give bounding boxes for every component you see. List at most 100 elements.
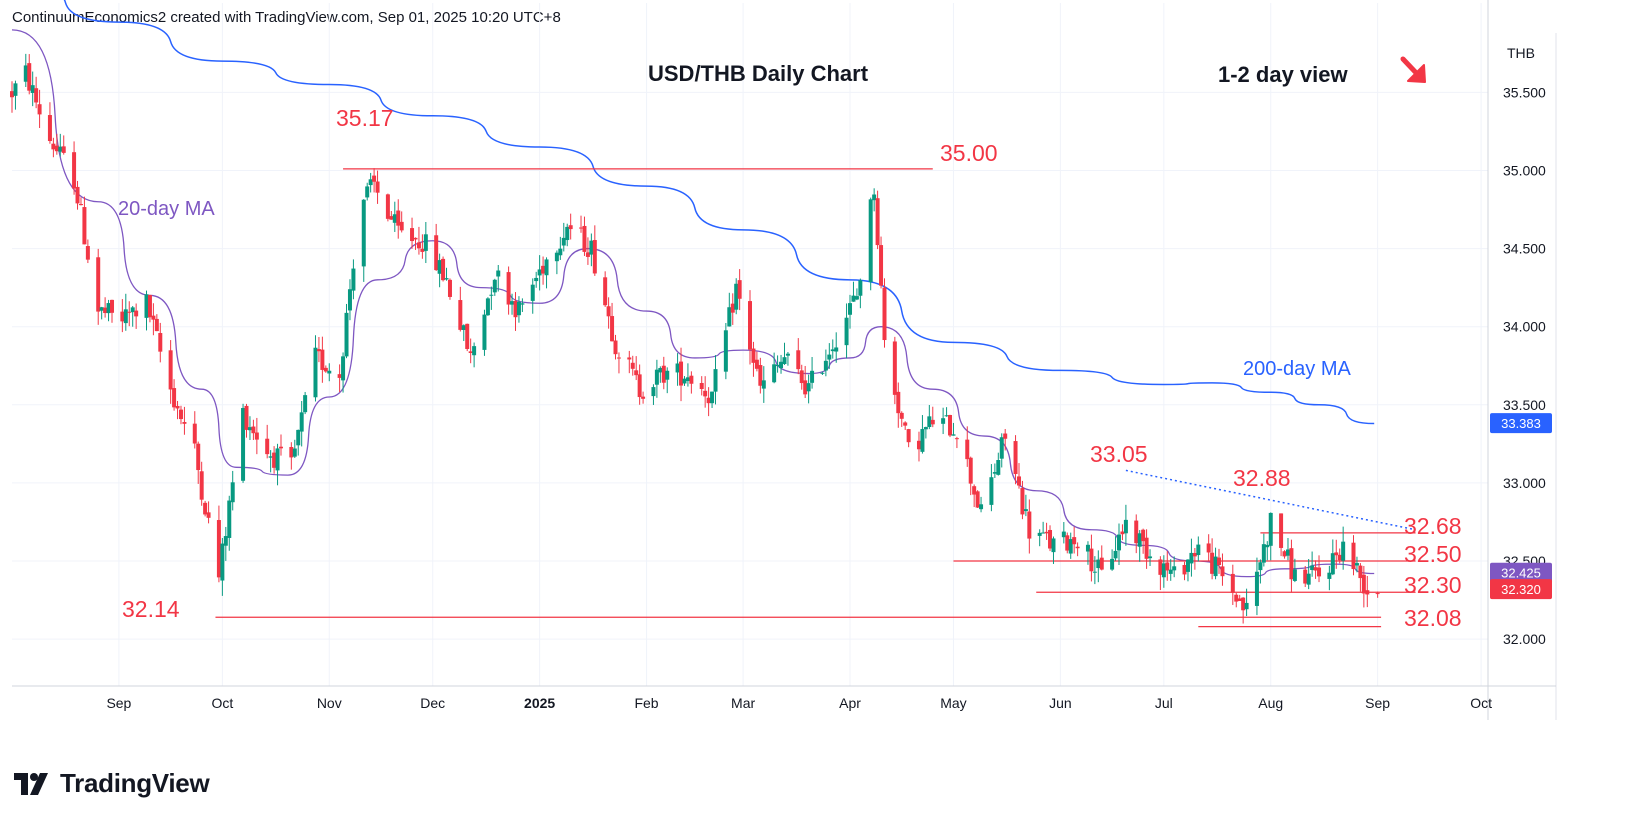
candle[interactable] — [1244, 588, 1249, 617]
candle[interactable] — [723, 322, 728, 380]
candle[interactable] — [106, 299, 111, 322]
candle[interactable] — [844, 303, 849, 359]
candle[interactable] — [368, 172, 373, 193]
candle[interactable] — [154, 314, 159, 332]
candle[interactable] — [834, 332, 839, 363]
candle[interactable] — [1217, 548, 1222, 574]
candle[interactable] — [292, 439, 297, 458]
candle[interactable] — [1261, 533, 1266, 567]
candle[interactable] — [344, 303, 349, 359]
candle[interactable] — [1375, 591, 1380, 598]
candle[interactable] — [823, 349, 828, 377]
candle[interactable] — [975, 490, 980, 508]
candle[interactable] — [1013, 435, 1018, 485]
candle[interactable] — [289, 442, 294, 470]
candle[interactable] — [220, 538, 225, 596]
candle[interactable] — [1161, 555, 1166, 588]
candle[interactable] — [351, 259, 356, 300]
candle[interactable] — [51, 137, 56, 158]
candle[interactable] — [1165, 551, 1170, 581]
candle[interactable] — [472, 342, 477, 368]
candle[interactable] — [254, 417, 259, 455]
candle[interactable] — [1327, 565, 1332, 591]
candle[interactable] — [175, 400, 180, 420]
candle[interactable] — [1016, 463, 1021, 489]
candle[interactable] — [585, 237, 590, 265]
candle[interactable] — [872, 188, 877, 212]
candle[interactable] — [558, 236, 563, 260]
candle[interactable] — [272, 446, 277, 474]
candle[interactable] — [99, 306, 104, 320]
candle[interactable] — [1141, 528, 1146, 554]
candle[interactable] — [965, 426, 970, 467]
candle[interactable] — [206, 501, 211, 524]
candle[interactable] — [1234, 593, 1239, 608]
candle[interactable] — [1065, 532, 1070, 554]
candle[interactable] — [879, 236, 884, 289]
candle[interactable] — [1337, 548, 1342, 564]
candle[interactable] — [178, 405, 183, 425]
candle[interactable] — [1048, 525, 1053, 552]
candle[interactable] — [996, 452, 1001, 476]
candle[interactable] — [1099, 545, 1104, 571]
candle[interactable] — [651, 384, 656, 405]
candle[interactable] — [1085, 541, 1090, 565]
candle[interactable] — [127, 301, 132, 327]
candle[interactable] — [641, 391, 646, 404]
candle[interactable] — [606, 297, 611, 329]
candle[interactable] — [579, 215, 584, 233]
candle[interactable] — [265, 424, 270, 459]
candle[interactable] — [337, 364, 342, 393]
candle[interactable] — [1096, 550, 1101, 583]
candle[interactable] — [1258, 559, 1263, 584]
candle[interactable] — [675, 353, 680, 386]
candle[interactable] — [441, 256, 446, 282]
candle[interactable] — [410, 217, 415, 249]
candle[interactable] — [1051, 536, 1056, 564]
candle[interactable] — [251, 419, 256, 440]
candle[interactable] — [47, 102, 52, 144]
candle[interactable] — [903, 421, 908, 430]
candle[interactable] — [613, 334, 618, 360]
candle[interactable] — [858, 278, 863, 309]
candle[interactable] — [689, 371, 694, 394]
candle[interactable] — [323, 365, 328, 373]
candle[interactable] — [72, 141, 77, 195]
candle[interactable] — [1185, 559, 1190, 582]
candle[interactable] — [1137, 530, 1142, 562]
candle[interactable] — [1068, 532, 1073, 559]
candle[interactable] — [303, 391, 308, 415]
candle[interactable] — [268, 450, 273, 473]
candle[interactable] — [734, 278, 739, 315]
candle[interactable] — [372, 168, 377, 193]
candle[interactable] — [461, 324, 466, 342]
candle[interactable] — [713, 355, 718, 405]
candle[interactable] — [992, 463, 997, 478]
candle[interactable] — [561, 222, 566, 252]
candle[interactable] — [1254, 557, 1259, 616]
candle[interactable] — [444, 267, 449, 281]
candle[interactable] — [203, 500, 208, 517]
candle[interactable] — [916, 431, 921, 462]
candle[interactable] — [510, 293, 515, 315]
candle[interactable] — [465, 323, 470, 352]
candle[interactable] — [223, 526, 228, 561]
candle[interactable] — [582, 216, 587, 256]
candle[interactable] — [796, 338, 801, 375]
candle[interactable] — [1089, 534, 1094, 582]
candle[interactable] — [699, 376, 704, 396]
candle[interactable] — [565, 223, 570, 247]
candle[interactable] — [803, 365, 808, 399]
candle[interactable] — [610, 302, 615, 342]
candle[interactable] — [954, 436, 959, 449]
candle[interactable] — [399, 211, 404, 233]
candle[interactable] — [568, 213, 573, 240]
price-axis[interactable]: 35.50035.00034.50034.00033.50033.00032.5… — [1487, 0, 1557, 720]
candle[interactable] — [375, 170, 380, 204]
candle[interactable] — [1306, 559, 1311, 590]
candle[interactable] — [785, 352, 790, 366]
candle[interactable] — [275, 443, 280, 486]
candle[interactable] — [972, 484, 977, 508]
candle[interactable] — [658, 366, 663, 383]
candle[interactable] — [1303, 565, 1308, 588]
